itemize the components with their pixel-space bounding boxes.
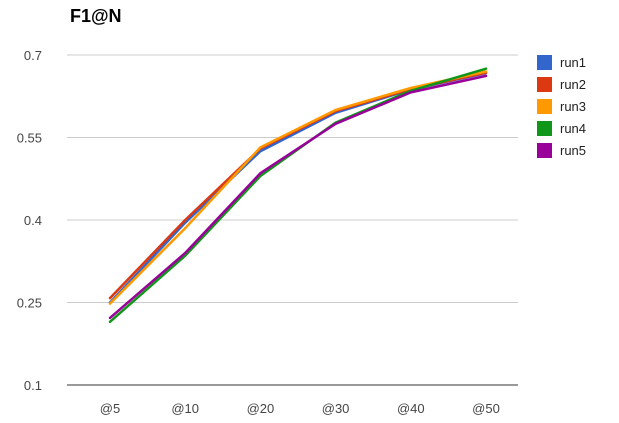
x-tick-label: @50 bbox=[472, 401, 500, 416]
y-tick-label: 0.4 bbox=[24, 213, 42, 228]
x-tick-label: @30 bbox=[322, 401, 350, 416]
series-line-run5 bbox=[108, 74, 488, 320]
x-tick-label: @40 bbox=[397, 401, 425, 416]
chart-title: F1@N bbox=[70, 6, 122, 26]
x-tick-label: @5 bbox=[100, 401, 120, 416]
legend-label: run2 bbox=[560, 77, 586, 92]
legend-label: run1 bbox=[560, 55, 586, 70]
legend-swatch-run4 bbox=[537, 121, 552, 136]
y-axis-ticks: 0.1 0.25 0.4 0.55 0.7 bbox=[17, 48, 42, 393]
series-lines bbox=[108, 67, 488, 324]
legend-swatch-run5 bbox=[537, 143, 552, 158]
y-tick-label: 0.25 bbox=[17, 296, 42, 311]
x-tick-label: @10 bbox=[171, 401, 199, 416]
series-line-run2 bbox=[108, 71, 488, 300]
series-line-run4 bbox=[108, 67, 488, 324]
legend: run1 run2 run3 run4 run5 bbox=[537, 55, 586, 158]
y-tick-label: 0.1 bbox=[24, 378, 42, 393]
legend-label: run3 bbox=[560, 99, 586, 114]
legend-label: run5 bbox=[560, 143, 586, 158]
x-tick-label: @20 bbox=[247, 401, 275, 416]
y-tick-label: 0.7 bbox=[24, 48, 42, 63]
gridlines bbox=[67, 54, 518, 386]
legend-swatch-run2 bbox=[537, 77, 552, 92]
legend-swatch-run3 bbox=[537, 99, 552, 114]
legend-label: run4 bbox=[560, 121, 586, 136]
y-tick-label: 0.55 bbox=[17, 131, 42, 146]
series-line-run3 bbox=[108, 70, 488, 305]
legend-swatch-run1 bbox=[537, 55, 552, 70]
x-axis-ticks: @5 @10 @20 @30 @40 @50 bbox=[100, 401, 500, 416]
